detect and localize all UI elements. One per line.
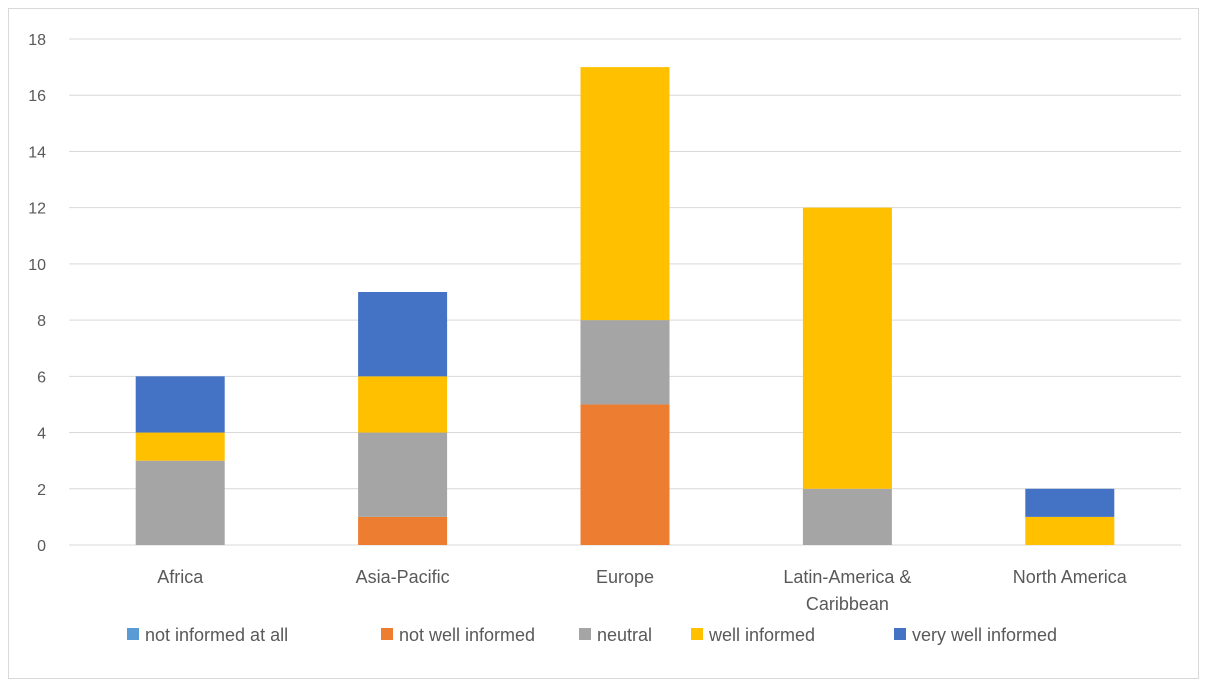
y-tick-label: 14 — [28, 144, 46, 161]
bar-segment-africa-well-informed — [135, 432, 225, 461]
bar-segment-asia-pacific-well-informed — [358, 376, 448, 433]
y-axis-ticks: 0 2 4 6 8 10 12 14 16 18 — [28, 32, 46, 555]
bar-segment-europe-not-well-informed — [580, 404, 670, 545]
x-category-label: Europe — [596, 567, 654, 587]
bar-segment-europe-neutral — [580, 320, 670, 405]
legend-label: very well informed — [912, 625, 1057, 645]
legend-label: neutral — [597, 625, 652, 645]
bar-segment-europe-well-informed — [580, 67, 670, 321]
bar-segment-asia-pacific-not-well-informed — [358, 516, 448, 545]
legend-swatch — [381, 628, 393, 640]
bars — [135, 67, 1115, 545]
y-tick-label: 4 — [37, 426, 46, 443]
bar-segment-north-america-very-well-informed — [1025, 488, 1115, 517]
legend-swatch — [127, 628, 139, 640]
x-category-label: Africa — [157, 567, 204, 587]
bar-segment-north-america-well-informed — [1025, 516, 1115, 545]
bar-segment-latin-america-caribbean-neutral — [802, 488, 892, 545]
x-category-label: Latin-America & Caribbean — [783, 567, 911, 614]
legend-label: not informed at all — [145, 625, 288, 645]
legend-label: well informed — [708, 625, 815, 645]
bar-segment-africa-neutral — [135, 460, 225, 545]
legend-swatch — [579, 628, 591, 640]
bar-segment-latin-america-caribbean-well-informed — [802, 207, 892, 489]
y-tick-label: 12 — [28, 201, 46, 218]
x-category-label: Asia-Pacific — [356, 567, 450, 587]
legend: not informed at all not well informed neut… — [127, 625, 1057, 645]
y-tick-label: 10 — [28, 257, 46, 274]
bar-segment-africa-very-well-informed — [135, 376, 225, 433]
x-category-label: North America — [1013, 567, 1128, 587]
y-tick-label: 6 — [37, 369, 46, 386]
y-tick-label: 18 — [28, 32, 46, 49]
x-axis-labels: Africa Asia-Pacific Europe Latin-America & C… — [157, 567, 1128, 614]
y-tick-label: 2 — [37, 482, 46, 499]
y-tick-label: 16 — [28, 88, 46, 105]
y-tick-label: 8 — [37, 313, 46, 330]
legend-label: not well informed — [399, 625, 535, 645]
y-tick-label: 0 — [37, 538, 46, 555]
legend-swatch — [894, 628, 906, 640]
stacked-bar-chart: 0 2 4 6 8 10 12 14 16 18 Africa Asia-Pacific Europe… — [28, 32, 1181, 645]
legend-swatch — [691, 628, 703, 640]
bar-segment-asia-pacific-neutral — [358, 432, 448, 517]
chart-frame: 0 2 4 6 8 10 12 14 16 18 Africa Asia-Pacific Europe… — [8, 8, 1199, 679]
bar-segment-asia-pacific-very-well-informed — [358, 292, 448, 377]
